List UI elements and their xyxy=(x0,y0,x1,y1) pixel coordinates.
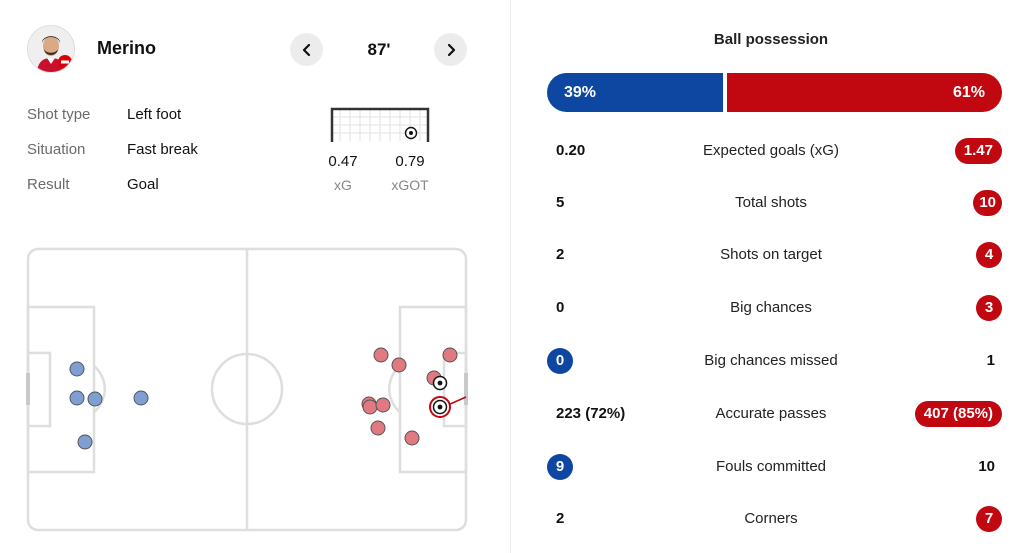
stat-away-value: 1 xyxy=(986,352,995,369)
xgot-label: xGOT xyxy=(391,177,429,193)
stat-away-value: 10 xyxy=(973,190,1002,216)
stat-home-value: 223 (72%) xyxy=(556,405,626,422)
stat-row-xg: 0.20 Expected goals (xG) 1.47 xyxy=(511,136,1031,166)
possession-title: Ball possession xyxy=(713,31,829,48)
possession-home-value: 39% xyxy=(564,83,597,101)
stat-row-big-chances-missed: 0 Big chances missed 1 xyxy=(511,346,1031,376)
stat-name: Accurate passes xyxy=(715,405,827,422)
stat-row-corners: 2 Corners 7 xyxy=(511,504,1031,534)
match-stats-panel: Ball possession 39% 61% 0.20 Expected go… xyxy=(511,0,1031,553)
away-player-marker xyxy=(442,347,458,363)
stat-home-value: 9 xyxy=(547,454,573,480)
stat-name: Total shots xyxy=(735,194,807,211)
stat-away-value: 7 xyxy=(976,506,1002,532)
xg-value: 0.47 xyxy=(328,153,358,170)
stat-name: Big chances xyxy=(730,299,812,316)
stat-home-value: 0 xyxy=(556,299,565,316)
away-player-marker xyxy=(373,347,389,363)
stat-row-big-chances: 0 Big chances 3 xyxy=(511,293,1031,323)
player-avatar xyxy=(27,25,75,73)
panel-divider xyxy=(510,0,511,553)
shot-type-value: Left foot xyxy=(127,106,182,123)
shot-panel: Merino 87' Shot type Left foot Situation… xyxy=(0,0,510,553)
xg-label: xG xyxy=(334,177,352,193)
shot-trajectory-line xyxy=(447,396,467,406)
stat-away-value: 3 xyxy=(976,295,1002,321)
stat-name: Fouls committed xyxy=(715,458,827,475)
away-player-marker xyxy=(404,430,420,446)
home-player-marker xyxy=(69,390,85,406)
next-shot-button[interactable] xyxy=(434,33,467,66)
home-player-marker xyxy=(133,390,149,406)
shot-ball-icon xyxy=(429,396,451,418)
possession-away-value: 61% xyxy=(952,83,985,101)
shot-type-label: Shot type xyxy=(27,106,91,123)
stat-away-value: 407 (85%) xyxy=(914,401,1002,427)
chevron-right-icon xyxy=(447,43,455,56)
stat-home-value: 5 xyxy=(556,194,565,211)
stat-home-value: 0.20 xyxy=(556,142,586,159)
stat-away-value: 4 xyxy=(976,242,1002,268)
home-player-marker xyxy=(87,391,103,407)
chevron-left-icon xyxy=(302,43,310,56)
situation-value: Fast break xyxy=(127,141,198,158)
away-player-marker xyxy=(362,399,378,415)
possession-home-bar: 39% xyxy=(547,73,723,112)
away-player-marker xyxy=(391,357,407,373)
stat-home-value: 0 xyxy=(547,348,573,374)
home-player-marker xyxy=(77,434,93,450)
home-player-marker xyxy=(69,361,85,377)
stat-away-value: 1.47 xyxy=(954,138,1002,164)
result-value: Goal xyxy=(127,176,159,193)
situation-label: Situation xyxy=(27,141,86,158)
shot-minute: 87' xyxy=(367,40,391,59)
away-player-marker xyxy=(370,420,386,436)
stat-home-value: 2 xyxy=(556,246,565,263)
stat-row-fouls-committed: 9 Fouls committed 10 xyxy=(511,452,1031,482)
stat-row-total-shots: 5 Total shots 10 xyxy=(511,188,1031,218)
previous-shot-button[interactable] xyxy=(290,33,323,66)
possession-away-bar: 61% xyxy=(727,73,1002,112)
pitch-map xyxy=(26,247,468,532)
ball-icon xyxy=(432,375,448,391)
stat-home-value: 2 xyxy=(556,510,565,527)
result-label: Result xyxy=(27,176,70,193)
stat-away-value: 10 xyxy=(978,458,995,475)
away-player-marker xyxy=(375,397,391,413)
stat-row-accurate-passes: 223 (72%) Accurate passes 407 (85%) xyxy=(511,399,1031,429)
stat-row-shots-on-target: 2 Shots on target 4 xyxy=(511,240,1031,270)
xgot-value: 0.79 xyxy=(395,153,425,170)
stat-name: Corners xyxy=(744,510,798,527)
goal-frame-icon xyxy=(330,107,430,142)
stat-name: Shots on target xyxy=(720,246,822,263)
stat-name: Expected goals (xG) xyxy=(703,142,839,159)
stat-name: Big chances missed xyxy=(704,352,838,369)
player-name: Merino xyxy=(97,38,157,58)
